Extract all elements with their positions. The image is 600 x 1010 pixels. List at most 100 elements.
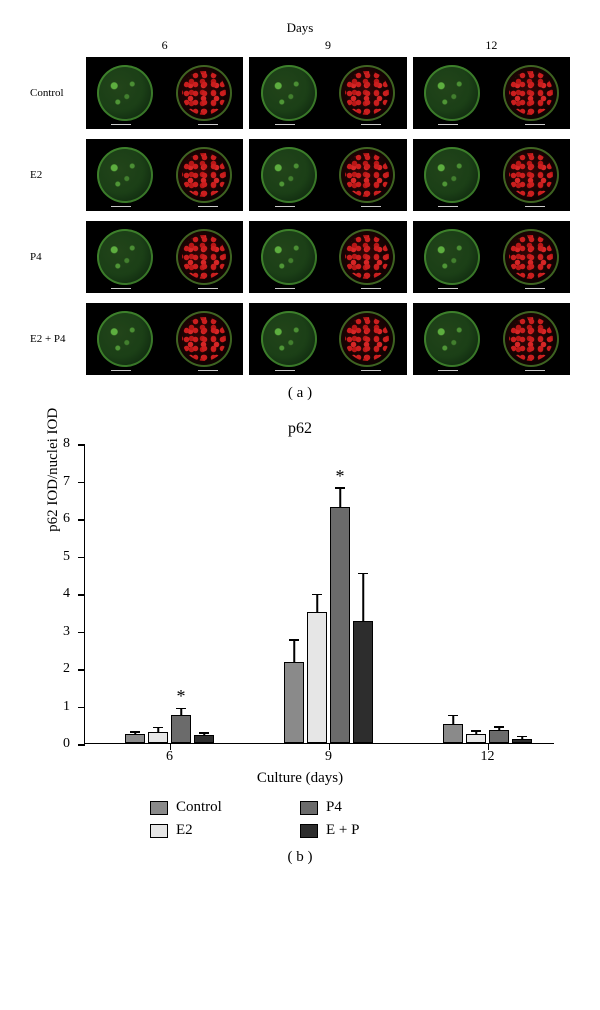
scale-bar bbox=[438, 370, 458, 371]
bar bbox=[194, 735, 214, 743]
row-label: E2 bbox=[30, 169, 80, 181]
spheroid-red bbox=[503, 147, 559, 203]
bar bbox=[284, 662, 304, 743]
microscopy-cell bbox=[413, 303, 570, 375]
x-axis-label: Culture (days) bbox=[40, 770, 560, 787]
error-cap bbox=[289, 639, 299, 641]
scale-bar bbox=[111, 288, 131, 289]
spheroid-green bbox=[261, 65, 317, 121]
spheroid-green bbox=[424, 229, 480, 285]
scale-bar bbox=[438, 124, 458, 125]
error-bar bbox=[134, 733, 136, 735]
spheroid-red bbox=[176, 229, 232, 285]
error-cap bbox=[494, 726, 504, 728]
error-bar bbox=[293, 641, 295, 663]
microscopy-cell bbox=[413, 221, 570, 293]
scale-bar bbox=[361, 124, 381, 125]
spheroid-green bbox=[424, 65, 480, 121]
spheroid-red bbox=[503, 229, 559, 285]
y-tick-label: 3 bbox=[63, 624, 70, 640]
days-columns: 6 9 12 bbox=[30, 38, 570, 53]
scale-bar bbox=[361, 206, 381, 207]
microscopy-cell bbox=[249, 139, 406, 211]
panel-b-label: ( b ) bbox=[30, 849, 570, 866]
microscopy-cell bbox=[249, 221, 406, 293]
y-tick bbox=[78, 444, 85, 446]
legend-label: P4 bbox=[326, 799, 342, 816]
y-tick bbox=[78, 519, 85, 521]
spheroid-green bbox=[424, 147, 480, 203]
error-bar bbox=[157, 728, 159, 732]
legend-swatch bbox=[150, 824, 168, 838]
x-tick-label: 9 bbox=[325, 749, 332, 765]
scale-bar bbox=[198, 124, 218, 125]
error-cap bbox=[358, 573, 368, 575]
panel-a: Days 6 9 12 ControlE2P4E2 + P4 bbox=[30, 20, 570, 375]
scale-bar bbox=[275, 124, 295, 125]
scale-bar bbox=[361, 288, 381, 289]
microscopy-row: Control bbox=[30, 57, 570, 129]
spheroid-red bbox=[339, 65, 395, 121]
legend-label: Control bbox=[176, 799, 222, 816]
panel-a-label: ( a ) bbox=[30, 385, 570, 402]
y-tick bbox=[78, 594, 85, 596]
error-bar bbox=[203, 734, 205, 736]
row-label: E2 + P4 bbox=[30, 333, 80, 345]
y-tick-label: 6 bbox=[63, 511, 70, 527]
error-bar bbox=[339, 489, 341, 507]
bar bbox=[512, 739, 532, 744]
x-tick-label: 6 bbox=[166, 749, 173, 765]
error-cap bbox=[448, 715, 458, 717]
microscopy-row: E2 + P4 bbox=[30, 303, 570, 375]
scale-bar bbox=[438, 206, 458, 207]
scale-bar bbox=[525, 124, 545, 125]
day-col-0: 6 bbox=[86, 38, 243, 53]
spheroid-red bbox=[503, 311, 559, 367]
spheroid-red bbox=[176, 311, 232, 367]
microscopy-grid: ControlE2P4E2 + P4 bbox=[30, 57, 570, 375]
y-tick-label: 1 bbox=[63, 699, 70, 715]
y-tick bbox=[78, 482, 85, 484]
error-cap bbox=[312, 594, 322, 596]
spheroid-green bbox=[424, 311, 480, 367]
bar bbox=[148, 732, 168, 743]
legend-label: E + P bbox=[326, 822, 359, 839]
bar bbox=[171, 715, 191, 743]
legend-swatch bbox=[300, 801, 318, 815]
legend-swatch bbox=[150, 801, 168, 815]
y-tick bbox=[78, 669, 85, 671]
error-bar bbox=[180, 709, 182, 715]
scale-bar bbox=[525, 206, 545, 207]
days-header: Days bbox=[30, 20, 570, 36]
error-bar bbox=[498, 728, 500, 730]
scale-bar bbox=[198, 370, 218, 371]
bar bbox=[443, 724, 463, 743]
y-tick-label: 8 bbox=[63, 436, 70, 452]
scale-bar bbox=[275, 206, 295, 207]
legend-swatch bbox=[300, 824, 318, 838]
spheroid-green bbox=[97, 229, 153, 285]
legend-item: P4 bbox=[300, 799, 450, 816]
bar bbox=[489, 730, 509, 743]
legend-label: E2 bbox=[176, 822, 193, 839]
panel-b: p62 p62 IOD/nuclei IOD 012345678*6*912 C… bbox=[40, 420, 560, 839]
microscopy-row: E2 bbox=[30, 139, 570, 211]
error-bar bbox=[362, 574, 364, 621]
spheroid-green bbox=[261, 229, 317, 285]
scale-bar bbox=[198, 206, 218, 207]
bar bbox=[353, 621, 373, 743]
microscopy-cell bbox=[413, 57, 570, 129]
error-cap bbox=[176, 708, 186, 710]
y-tick-label: 2 bbox=[63, 661, 70, 677]
scale-bar bbox=[275, 370, 295, 371]
scale-bar bbox=[525, 288, 545, 289]
error-cap bbox=[335, 487, 345, 489]
scale-bar bbox=[438, 288, 458, 289]
error-cap bbox=[517, 736, 527, 738]
y-tick-label: 0 bbox=[63, 736, 70, 752]
microscopy-cell bbox=[86, 57, 243, 129]
spheroid-red bbox=[339, 311, 395, 367]
error-cap bbox=[199, 732, 209, 734]
microscopy-cell bbox=[86, 221, 243, 293]
row-label: Control bbox=[30, 87, 80, 99]
